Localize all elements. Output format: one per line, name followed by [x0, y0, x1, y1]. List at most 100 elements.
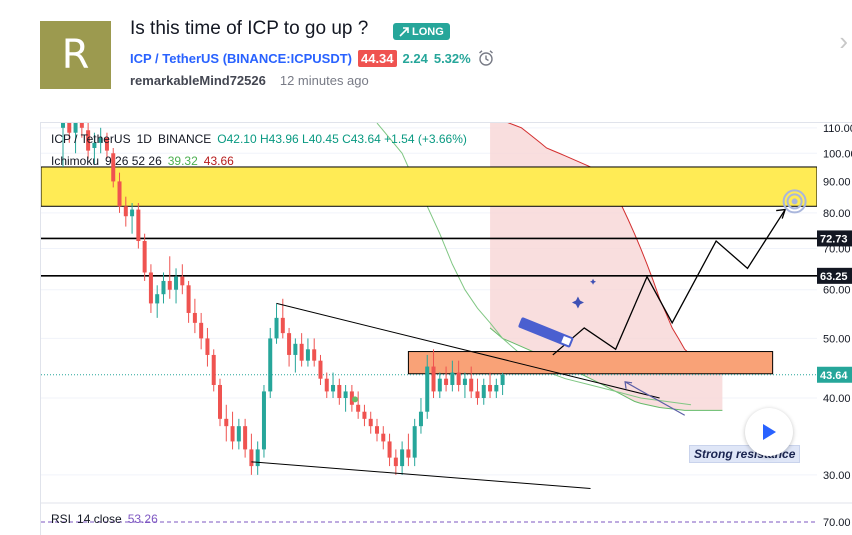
- symbol-row: ICP / TetherUS (BINANCE:ICPUSDT) 44.34 2…: [130, 49, 495, 67]
- candle: [205, 327, 210, 367]
- candle: [305, 338, 310, 367]
- price-label-bg-1: [817, 267, 852, 284]
- long-badge-label: LONG: [412, 25, 444, 38]
- wand-body: [518, 317, 574, 348]
- candle: [230, 411, 235, 450]
- idea-header: R Is this time of ICP to go up ? LONG IC…: [0, 0, 852, 110]
- candle-body: [199, 322, 204, 339]
- symbol-link[interactable]: ICP / TetherUS (BINANCE:ICPUSDT): [130, 50, 352, 66]
- candle-body: [318, 360, 323, 379]
- chevron-right-icon[interactable]: ›: [839, 26, 848, 56]
- candle: [161, 272, 166, 304]
- candle-body: [312, 349, 317, 361]
- publish-time: 12 minutes ago: [279, 73, 369, 88]
- legend-open: O42.10: [217, 132, 257, 146]
- candle: [79, 123, 84, 138]
- alarm-clock-icon[interactable]: [477, 49, 495, 67]
- annotation-arrow: [624, 381, 686, 416]
- candle-body: [400, 449, 405, 467]
- candle: [387, 433, 392, 467]
- candle-body: [224, 418, 229, 427]
- candle-body: [462, 378, 467, 385]
- candle: [318, 354, 323, 385]
- ichimoku-value-1: 39.32: [167, 154, 198, 168]
- candle: [331, 372, 336, 399]
- price-scale-tick-3: 80.00: [823, 208, 851, 220]
- candle: [261, 384, 266, 458]
- candle: [343, 384, 348, 412]
- candle-body: [249, 449, 254, 467]
- candle-body: [418, 411, 423, 427]
- candle-body: [475, 391, 480, 399]
- candle: [444, 366, 449, 392]
- rsi-legend: RSI 14 close 53.26: [51, 512, 158, 526]
- price-label-0: 72.73: [820, 233, 848, 245]
- candle-body: [161, 280, 166, 295]
- candle-body: [349, 391, 354, 405]
- candle-body: [205, 338, 210, 355]
- candle-body: [331, 384, 336, 392]
- legend-high: H43.96: [260, 132, 299, 146]
- idea-title[interactable]: Is this time of ICP to go up ?: [130, 18, 369, 39]
- candle-body: [500, 374, 505, 385]
- candle-body: [305, 349, 310, 361]
- candle-body: [488, 384, 493, 392]
- play-button[interactable]: [745, 408, 793, 456]
- candle: [155, 285, 160, 318]
- candle: [218, 378, 222, 427]
- candle: [61, 123, 65, 167]
- symbol-legend: ICP / TetherUS 1D BINANCE O42.10 H43.96 …: [51, 132, 467, 146]
- candle: [236, 418, 241, 450]
- candle: [98, 127, 103, 154]
- price-chart: 110.00 100.00 90.00 80.00 70.00 60.00 50.00 40.…: [41, 123, 852, 535]
- candle-body: [192, 312, 197, 323]
- candle-body: [481, 384, 486, 399]
- candle: [86, 123, 91, 159]
- candle: [349, 384, 354, 412]
- candle-body: [123, 206, 128, 217]
- price-scale-tick-7: 40.00: [823, 393, 851, 405]
- rsi-value: 53.26: [127, 512, 158, 526]
- price-label-bg-2: [817, 366, 852, 383]
- candle: [224, 404, 229, 442]
- author-avatar[interactable]: R: [40, 21, 111, 89]
- rsi-tick: 70.00: [823, 517, 851, 529]
- ichimoku-value-2: 43.66: [203, 154, 234, 168]
- candle-body: [343, 391, 348, 399]
- magic-wand-icon: [518, 317, 574, 348]
- candle: [418, 398, 423, 434]
- candle: [406, 433, 411, 467]
- price-scale-tick-4: 70.00: [823, 244, 851, 256]
- candle-body: [375, 426, 379, 434]
- price-scale-tick-5: 60.00: [823, 285, 851, 297]
- candle: [494, 378, 499, 399]
- ichimoku-legend: Ichimoku 9 26 52 26 39.32 43.66: [51, 154, 234, 168]
- sparkle-icon-small: [590, 278, 597, 285]
- long-badge: LONG: [393, 23, 450, 40]
- candle-body: [111, 153, 116, 182]
- candle: [337, 378, 342, 405]
- candle: [211, 349, 216, 392]
- legend-close: C43.64: [342, 132, 381, 146]
- sparkle-icon: [571, 296, 584, 309]
- candle-body: [255, 449, 260, 467]
- author-row: remarkableMind72526 12 minutes ago: [130, 73, 369, 88]
- candle-body: [293, 343, 298, 355]
- price-label-1: 63.25: [820, 271, 848, 283]
- candle-body: [136, 209, 141, 242]
- candle-body: [287, 333, 292, 355]
- candle: [167, 256, 172, 299]
- candle: [67, 123, 72, 143]
- candle-body: [469, 378, 474, 392]
- candle-body: [406, 449, 411, 458]
- candle-body: [243, 426, 248, 450]
- candle-body: [412, 426, 417, 458]
- candle-body: [387, 441, 392, 458]
- projection-arrowhead: [776, 208, 787, 219]
- author-name[interactable]: remarkableMind72526: [130, 73, 266, 88]
- candle-body: [393, 457, 398, 467]
- price-scale-tick-6: 50.00: [823, 333, 851, 345]
- chart-area[interactable]: 110.00 100.00 90.00 80.00 70.00 60.00 50.00 40.…: [40, 122, 852, 535]
- price-scale-tick-0: 110.00: [823, 123, 852, 135]
- candle: [488, 372, 493, 399]
